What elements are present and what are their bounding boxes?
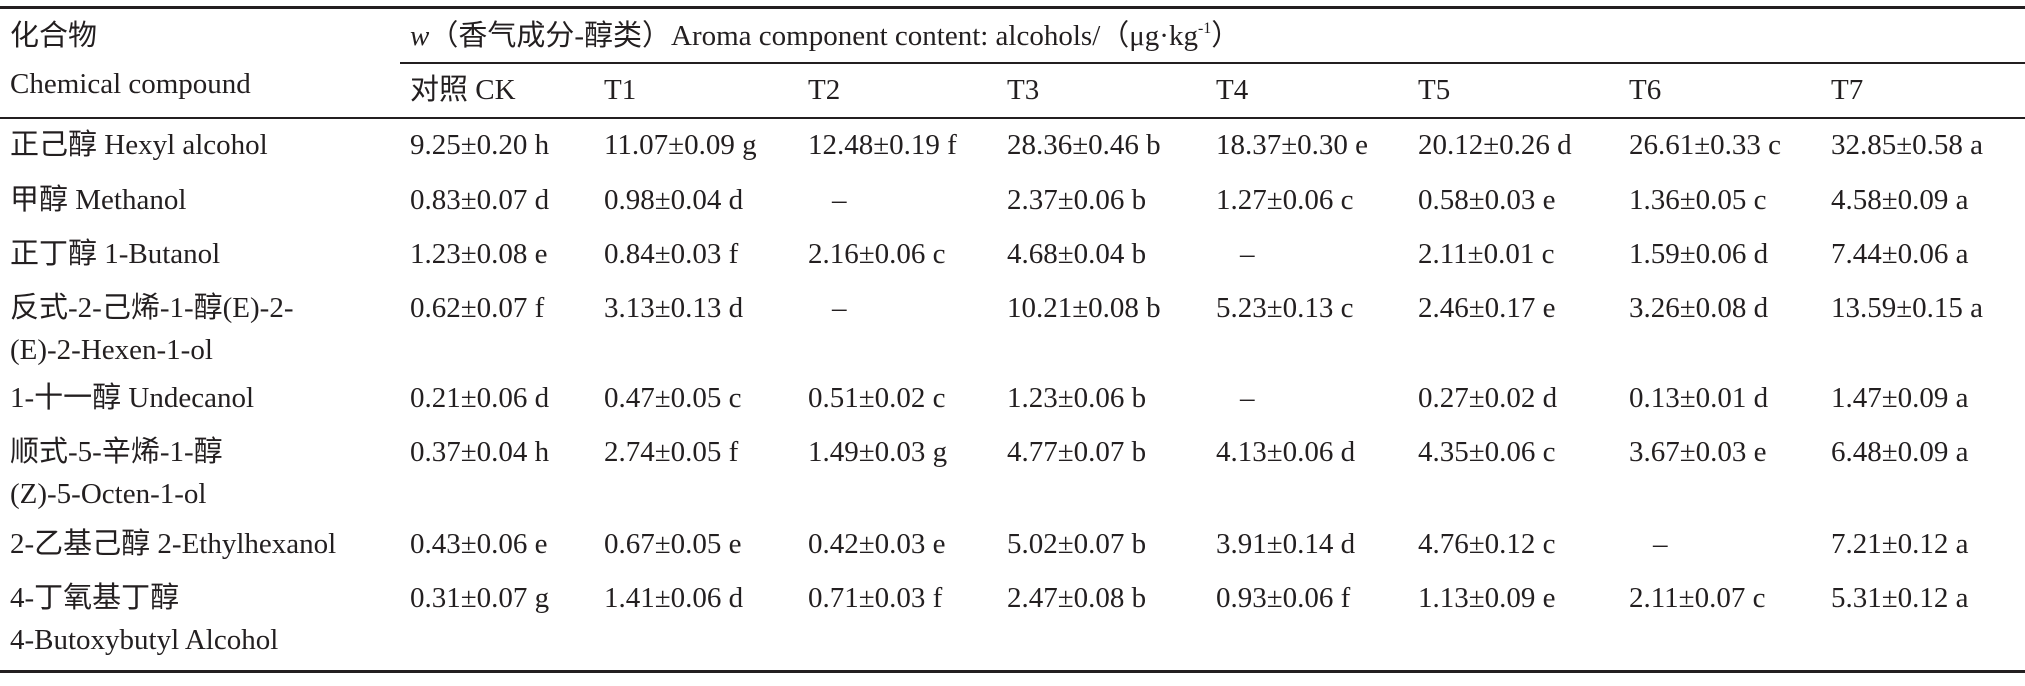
value-cell: 4.77±0.07 b	[1007, 436, 1147, 468]
span-header: w（香气成分-醇类）Aroma component content: alcoh…	[410, 16, 1240, 61]
column-header-5: T5	[1418, 74, 1451, 106]
value-cell: 10.21±0.08 b	[1007, 292, 1161, 324]
value-cell: 2.47±0.08 b	[1007, 582, 1147, 614]
value-cell: 2.11±0.07 c	[1629, 582, 1766, 614]
compound-name: 反式-2-己烯-1-醇(E)-2-	[10, 292, 294, 324]
compound-name: (Z)-5-Octen-1-ol	[10, 478, 207, 510]
value-cell: 0.62±0.07 f	[410, 292, 545, 324]
compound-name: 2-乙基己醇 2-Ethylhexanol	[10, 528, 337, 560]
value-cell: 20.12±0.26 d	[1418, 129, 1572, 161]
value-cell: –	[1240, 382, 1255, 414]
value-cell: 5.02±0.07 b	[1007, 528, 1147, 560]
value-cell: 26.61±0.33 c	[1629, 129, 1782, 161]
compound-name: 正己醇 Hexyl alcohol	[10, 129, 268, 161]
value-cell: 0.43±0.06 e	[410, 528, 548, 560]
compound-name: 正丁醇 1-Butanol	[10, 238, 221, 270]
value-cell: 28.36±0.46 b	[1007, 129, 1161, 161]
table-top-rule	[0, 6, 2025, 9]
value-cell: 0.71±0.03 f	[808, 582, 943, 614]
value-cell: 3.91±0.14 d	[1216, 528, 1356, 560]
span-header-variable: w	[410, 20, 430, 52]
column-header-3: T3	[1007, 74, 1040, 106]
value-cell: 1.27±0.06 c	[1216, 184, 1354, 216]
column-header-4: T4	[1216, 74, 1249, 106]
value-cell: –	[832, 292, 847, 324]
span-header-close: ）	[1211, 20, 1241, 52]
value-cell: 0.93±0.06 f	[1216, 582, 1351, 614]
value-cell: 0.51±0.02 c	[808, 382, 946, 414]
span-header-superscript: -1	[1197, 20, 1212, 37]
value-cell: 2.74±0.05 f	[604, 436, 739, 468]
value-cell: 2.46±0.17 e	[1418, 292, 1556, 324]
value-cell: 4.76±0.12 c	[1418, 528, 1556, 560]
value-cell: –	[1653, 528, 1668, 560]
column-header-0: 对照 CK	[410, 74, 516, 106]
value-cell: 2.37±0.06 b	[1007, 184, 1147, 216]
value-cell: 7.21±0.12 a	[1831, 528, 1969, 560]
value-cell: 0.27±0.02 d	[1418, 382, 1558, 414]
value-cell: 4.68±0.04 b	[1007, 238, 1147, 270]
stub-header-cn: 化合物	[10, 20, 98, 52]
value-cell: –	[1240, 238, 1255, 270]
column-header-1: T1	[604, 74, 637, 106]
value-cell: 0.98±0.04 d	[604, 184, 744, 216]
value-cell: 12.48±0.19 f	[808, 129, 957, 161]
value-cell: 1.41±0.06 d	[604, 582, 744, 614]
value-cell: 1.13±0.09 e	[1418, 582, 1556, 614]
value-cell: 5.23±0.13 c	[1216, 292, 1354, 324]
compound-name: 甲醇 Methanol	[10, 184, 187, 216]
value-cell: 4.13±0.06 d	[1216, 436, 1356, 468]
column-header-2: T2	[808, 74, 841, 106]
value-cell: 11.07±0.09 g	[604, 129, 757, 161]
span-header-text: （香气成分-醇类）Aroma component content: alcoho…	[429, 20, 1198, 52]
value-cell: 5.31±0.12 a	[1831, 582, 1969, 614]
value-cell: 0.84±0.03 f	[604, 238, 739, 270]
value-cell: 3.26±0.08 d	[1629, 292, 1769, 324]
value-cell: 3.13±0.13 d	[604, 292, 744, 324]
value-cell: 0.67±0.05 e	[604, 528, 742, 560]
value-cell: 1.49±0.03 g	[808, 436, 948, 468]
value-cell: 1.59±0.06 d	[1629, 238, 1769, 270]
value-cell: 0.47±0.05 c	[604, 382, 742, 414]
value-cell: 0.58±0.03 e	[1418, 184, 1556, 216]
value-cell: 0.37±0.04 h	[410, 436, 550, 468]
header-bottom-rule	[0, 117, 2025, 119]
value-cell: 1.23±0.08 e	[410, 238, 548, 270]
value-cell: 2.11±0.01 c	[1418, 238, 1555, 270]
value-cell: 18.37±0.30 e	[1216, 129, 1369, 161]
value-cell: –	[832, 184, 847, 216]
value-cell: 2.16±0.06 c	[808, 238, 946, 270]
value-cell: 4.58±0.09 a	[1831, 184, 1969, 216]
value-cell: 0.13±0.01 d	[1629, 382, 1769, 414]
column-header-6: T6	[1629, 74, 1662, 106]
value-cell: 9.25±0.20 h	[410, 129, 550, 161]
value-cell: 6.48±0.09 a	[1831, 436, 1969, 468]
span-header-rule	[400, 62, 2025, 64]
value-cell: 7.44±0.06 a	[1831, 238, 1969, 270]
value-cell: 0.42±0.03 e	[808, 528, 946, 560]
value-cell: 13.59±0.15 a	[1831, 292, 1984, 324]
compound-name: 顺式-5-辛烯-1-醇	[10, 436, 223, 468]
compound-name: 4-Butoxybutyl Alcohol	[10, 624, 279, 656]
value-cell: 1.36±0.05 c	[1629, 184, 1767, 216]
value-cell: 1.47±0.09 a	[1831, 382, 1969, 414]
value-cell: 0.31±0.07 g	[410, 582, 550, 614]
value-cell: 0.83±0.07 d	[410, 184, 550, 216]
stub-header-en: Chemical compound	[10, 68, 251, 100]
value-cell: 3.67±0.03 e	[1629, 436, 1767, 468]
table-bottom-rule	[0, 670, 2025, 673]
value-cell: 0.21±0.06 d	[410, 382, 550, 414]
value-cell: 32.85±0.58 a	[1831, 129, 1984, 161]
compound-name: 4-丁氧基丁醇	[10, 582, 180, 614]
value-cell: 4.35±0.06 c	[1418, 436, 1556, 468]
column-header-7: T7	[1831, 74, 1864, 106]
value-cell: 1.23±0.06 b	[1007, 382, 1147, 414]
compound-name: (E)-2-Hexen-1-ol	[10, 334, 213, 366]
compound-name: 1-十一醇 Undecanol	[10, 382, 255, 414]
